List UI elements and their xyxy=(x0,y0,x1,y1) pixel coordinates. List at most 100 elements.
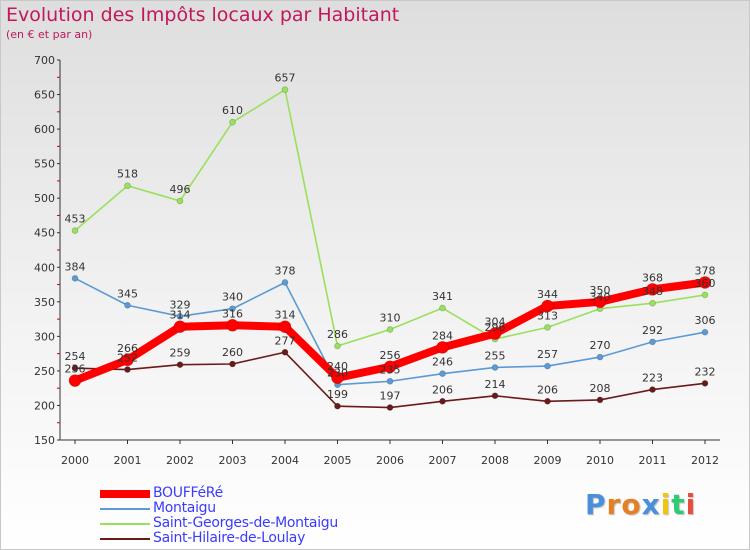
data-point-bouffere xyxy=(646,283,659,296)
legend-swatch xyxy=(100,490,150,498)
data-point-saint-hilaire-de-loulay xyxy=(439,398,446,405)
x-tick-label: 2011 xyxy=(639,454,667,467)
data-label-montaigu: 230 xyxy=(327,367,348,380)
data-label-saint-georges-de-montaigu: 610 xyxy=(222,104,243,117)
x-tick-label: 2007 xyxy=(429,454,457,467)
data-point-saint-hilaire-de-loulay xyxy=(386,404,394,411)
data-label-saint-georges-de-montaigu: 341 xyxy=(432,290,453,303)
data-label-saint-georges-de-montaigu: 296 xyxy=(485,321,506,334)
x-tick-label: 2005 xyxy=(324,454,352,467)
data-point-bouffere xyxy=(383,360,397,374)
data-label-saint-georges-de-montaigu: 286 xyxy=(327,328,348,341)
data-point-montaigu xyxy=(491,364,499,371)
data-point-montaigu xyxy=(701,328,709,336)
y-tick-label: 600 xyxy=(34,123,55,136)
data-point-saint-georges-de-montaigu xyxy=(71,227,79,234)
data-point-montaigu xyxy=(544,362,551,370)
data-point-montaigu xyxy=(176,313,184,320)
data-label-bouffere: 284 xyxy=(432,329,453,342)
data-label-bouffere: 240 xyxy=(327,360,348,373)
data-label-saint-hilaire-de-loulay: 214 xyxy=(485,378,506,391)
data-label-montaigu: 345 xyxy=(117,287,138,300)
y-tick-label: 200 xyxy=(34,399,55,412)
data-label-saint-georges-de-montaigu: 313 xyxy=(537,309,558,322)
data-point-montaigu xyxy=(439,370,446,377)
data-label-bouffere: 314 xyxy=(275,309,296,322)
data-point-bouffere xyxy=(331,371,344,385)
data-label-saint-georges-de-montaigu: 360 xyxy=(695,277,716,290)
y-tick-label: 250 xyxy=(34,365,55,378)
data-label-bouffere: 304 xyxy=(485,316,506,329)
data-point-montaigu xyxy=(649,338,656,346)
data-label-bouffere: 378 xyxy=(695,264,716,277)
data-label-bouffere: 256 xyxy=(380,349,401,362)
x-tick-label: 2002 xyxy=(166,454,194,467)
x-tick-label: 2010 xyxy=(586,454,614,467)
data-point-saint-hilaire-de-loulay xyxy=(701,380,709,387)
data-point-montaigu xyxy=(281,279,289,286)
data-label-montaigu: 384 xyxy=(65,260,86,273)
data-label-bouffere: 344 xyxy=(537,288,558,301)
legend-swatch xyxy=(100,538,150,540)
proxiti-logo: Proxiti xyxy=(585,488,697,521)
data-point-bouffere xyxy=(593,295,607,309)
data-point-bouffere xyxy=(698,276,712,289)
x-tick-label: 2008 xyxy=(481,454,509,467)
data-point-montaigu xyxy=(71,275,79,282)
data-label-saint-hilaire-de-loulay: 259 xyxy=(170,347,191,360)
data-point-montaigu xyxy=(124,301,131,309)
y-tick-label: 400 xyxy=(34,261,55,274)
y-tick-label: 500 xyxy=(34,192,55,205)
data-label-bouffere: 266 xyxy=(117,342,138,355)
y-tick-label: 650 xyxy=(34,89,55,102)
data-point-bouffere xyxy=(173,320,187,333)
chart-subtitle: (en € et par an) xyxy=(6,28,93,41)
data-point-saint-hilaire-de-loulay xyxy=(334,402,341,410)
data-label-montaigu: 329 xyxy=(170,298,191,311)
data-label-saint-georges-de-montaigu: 657 xyxy=(275,72,296,85)
chart-axes: 150 200 250 300 350 400 450 500 550 600 650 700 2000… xyxy=(34,54,720,467)
data-label-montaigu: 246 xyxy=(432,356,453,369)
chart-title: Evolution des Impôts locaux par Habitant xyxy=(6,4,400,26)
data-point-saint-hilaire-de-loulay xyxy=(71,364,79,372)
data-label-saint-hilaire-de-loulay: 206 xyxy=(432,383,453,396)
x-tick-label: 2006 xyxy=(376,454,404,467)
data-label-montaigu: 306 xyxy=(695,314,716,327)
data-point-bouffere xyxy=(226,319,239,332)
data-point-saint-georges-de-montaigu xyxy=(701,291,709,299)
data-point-saint-hilaire-de-loulay xyxy=(176,361,184,368)
data-point-bouffere xyxy=(541,299,554,313)
data-point-bouffere xyxy=(278,320,292,333)
data-label-montaigu: 378 xyxy=(275,264,296,277)
data-label-saint-hilaire-de-loulay: 254 xyxy=(65,350,86,363)
data-point-saint-hilaire-de-loulay xyxy=(491,392,499,400)
legend-label: Saint-Hilaire-de-Loulay xyxy=(153,530,306,546)
data-point-saint-hilaire-de-loulay xyxy=(124,366,131,373)
x-tick-label: 2003 xyxy=(219,454,247,467)
y-tick-label: 550 xyxy=(34,158,55,171)
data-label-saint-georges-de-montaigu: 310 xyxy=(380,311,401,324)
data-label-bouffere: 236 xyxy=(65,363,86,376)
y-tick-label: 350 xyxy=(34,296,55,309)
data-label-bouffere: 316 xyxy=(222,307,243,320)
data-label-saint-georges-de-montaigu: 496 xyxy=(170,183,191,196)
data-label-bouffere: 314 xyxy=(170,309,191,322)
legend-label: Saint-Georges-de-Montaigu xyxy=(153,515,338,531)
x-tick-label: 2000 xyxy=(61,454,89,467)
data-point-saint-hilaire-de-loulay xyxy=(596,396,604,404)
series-layer xyxy=(68,86,712,411)
data-point-saint-georges-de-montaigu xyxy=(176,197,184,205)
data-point-montaigu xyxy=(596,353,604,361)
data-point-saint-hilaire-de-loulay xyxy=(544,398,551,405)
data-label-montaigu: 270 xyxy=(590,339,611,352)
data-label-saint-hilaire-de-loulay: 223 xyxy=(642,372,663,385)
y-tick-label: 150 xyxy=(34,434,55,447)
data-label-saint-hilaire-de-loulay: 252 xyxy=(117,352,138,365)
data-point-saint-georges-de-montaigu xyxy=(439,304,446,312)
data-point-saint-georges-de-montaigu xyxy=(386,326,394,333)
data-point-bouffere xyxy=(488,327,502,340)
data-label-montaigu: 255 xyxy=(485,349,506,362)
